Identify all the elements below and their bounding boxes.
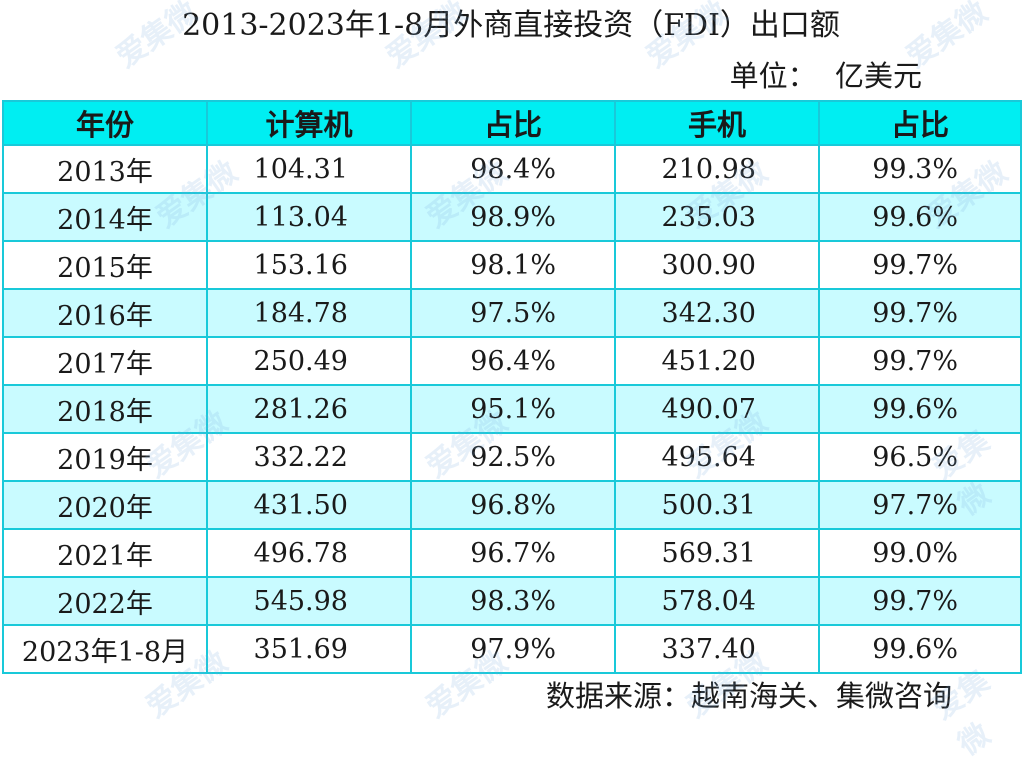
table-row: 2018年 281.26 95.1% 490.07 99.6% [2,384,1022,434]
cell-phone: 490.07 [614,384,820,434]
cell-phone-share: 99.0% [818,528,1022,578]
cell-computer-share: 96.7% [410,528,616,578]
table-row: 2017年 250.49 96.4% 451.20 99.7% [2,336,1022,386]
cell-phone-share: 99.3% [818,144,1022,194]
cell-computer: 351.69 [206,624,412,674]
cell-computer: 104.31 [206,144,412,194]
cell-year: 2021年 [2,528,208,578]
cell-computer: 496.78 [206,528,412,578]
cell-phone-share: 99.6% [818,384,1022,434]
header-computer: 计算机 [206,100,412,146]
cell-phone: 210.98 [614,144,820,194]
table-row: 2021年 496.78 96.7% 569.31 99.0% [2,528,1022,578]
cell-year: 2018年 [2,384,208,434]
cell-computer: 431.50 [206,480,412,530]
cell-year: 2016年 [2,288,208,338]
table-row: 2020年 431.50 96.8% 500.31 97.7% [2,480,1022,530]
header-computer-share: 占比 [410,100,616,146]
cell-computer: 184.78 [206,288,412,338]
cell-year: 2020年 [2,480,208,530]
cell-computer-share: 97.9% [410,624,616,674]
cell-phone-share: 99.7% [818,576,1022,626]
table-row: 2019年 332.22 92.5% 495.64 96.5% [2,432,1022,482]
table-row: 2022年 545.98 98.3% 578.04 99.7% [2,576,1022,626]
cell-phone: 569.31 [614,528,820,578]
table-body: 2013年 104.31 98.4% 210.98 99.3% 2014年 113.04 98… [2,144,1022,674]
cell-computer-share: 97.5% [410,288,616,338]
table-row: 2014年 113.04 98.9% 235.03 99.6% [2,192,1022,242]
table-row: 2023年1-8月 351.69 97.9% 337.40 99.6% [2,624,1022,674]
cell-phone-share: 99.7% [818,240,1022,290]
cell-phone: 451.20 [614,336,820,386]
table-row: 2015年 153.16 98.1% 300.90 99.7% [2,240,1022,290]
cell-phone: 495.64 [614,432,820,482]
header-phone: 手机 [614,100,820,146]
cell-phone-share: 96.5% [818,432,1022,482]
cell-computer-share: 92.5% [410,432,616,482]
cell-year: 2023年1-8月 [2,624,208,674]
table-header-row: 年份 计算机 占比 手机 占比 [2,100,1022,146]
cell-phone: 500.31 [614,480,820,530]
cell-computer: 113.04 [206,192,412,242]
cell-computer-share: 98.4% [410,144,616,194]
cell-computer-share: 98.3% [410,576,616,626]
cell-computer: 153.16 [206,240,412,290]
table-row: 2016年 184.78 97.5% 342.30 99.7% [2,288,1022,338]
cell-phone-share: 99.6% [818,624,1022,674]
cell-computer-share: 96.8% [410,480,616,530]
table-title: 2013-2023年1-8月外商直接投资（FDI）出口额 [182,8,840,43]
cell-computer: 332.22 [206,432,412,482]
cell-computer-share: 98.9% [410,192,616,242]
cell-year: 2014年 [2,192,208,242]
header-year: 年份 [2,100,208,146]
cell-phone: 342.30 [614,288,820,338]
data-source: 数据来源：越南海关、集微咨询 [545,679,952,713]
cell-phone-share: 99.7% [818,288,1022,338]
unit-label: 单位： 亿美元 [729,59,922,93]
cell-year: 2022年 [2,576,208,626]
cell-computer-share: 96.4% [410,336,616,386]
cell-phone: 235.03 [614,192,820,242]
table-row: 2013年 104.31 98.4% 210.98 99.3% [2,144,1022,194]
cell-phone: 578.04 [614,576,820,626]
cell-computer: 281.26 [206,384,412,434]
cell-phone-share: 99.6% [818,192,1022,242]
header-phone-share: 占比 [818,100,1022,146]
fdi-export-table: 年份 计算机 占比 手机 占比 2013年 104.31 98.4% 210.98 99… [2,100,1022,674]
cell-phone-share: 99.7% [818,336,1022,386]
cell-computer-share: 98.1% [410,240,616,290]
cell-computer-share: 95.1% [410,384,616,434]
cell-year: 2013年 [2,144,208,194]
cell-computer: 545.98 [206,576,412,626]
cell-phone: 337.40 [614,624,820,674]
cell-phone-share: 97.7% [818,480,1022,530]
cell-computer: 250.49 [206,336,412,386]
cell-year: 2019年 [2,432,208,482]
cell-year: 2015年 [2,240,208,290]
cell-year: 2017年 [2,336,208,386]
cell-phone: 300.90 [614,240,820,290]
